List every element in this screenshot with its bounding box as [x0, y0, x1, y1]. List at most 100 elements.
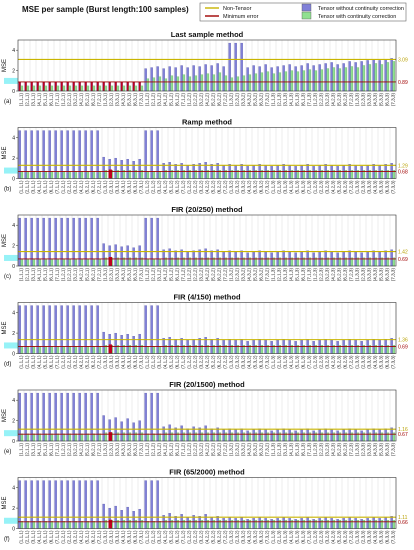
x-tick-label: (5,1,1) — [43, 355, 48, 369]
x-tick-label: (7,1,1) — [55, 93, 60, 107]
bar-without — [138, 420, 141, 442]
x-tick-label: (6,1,1) — [49, 268, 54, 282]
x-tick-label: (7,2,2) — [223, 93, 228, 107]
bar-with — [386, 62, 390, 92]
x-tick-label: (4,3,3) — [373, 355, 378, 369]
x-tick-label: (4,3,2) — [247, 355, 252, 369]
y-axis-label: MSE — [2, 409, 8, 422]
x-tick-label: (5,3,3) — [379, 268, 384, 282]
x-tick-label: (4,2,3) — [331, 268, 336, 282]
bar-with — [50, 258, 54, 267]
x-tick-label: (3,1,3) — [283, 180, 288, 194]
x-tick-label: (7,3,3) — [391, 180, 396, 194]
bar-without — [234, 42, 237, 92]
x-tick-label: (3,3,2) — [241, 268, 246, 282]
x-tick-label: (3,3,2) — [241, 93, 246, 107]
x-tick-label: (2,1,1) — [25, 355, 30, 369]
bar-without — [84, 81, 87, 92]
legend-label-0: Non-Tensor — [223, 6, 252, 12]
x-tick-label: (4,1,2) — [163, 180, 168, 194]
bar-without — [246, 341, 249, 354]
x-tick-label: (2,2,1) — [67, 443, 72, 457]
panel-label: (e) — [4, 449, 11, 455]
bar-without — [306, 428, 309, 442]
bar-without — [312, 65, 315, 92]
x-tick-label: (2,1,2) — [151, 355, 156, 369]
x-tick-label: (4,3,1) — [121, 355, 126, 369]
x-tick-label: (1,3,3) — [355, 530, 360, 544]
x-tick-label: (6,3,3) — [385, 93, 390, 107]
bar-without — [210, 250, 213, 267]
bar-with — [50, 171, 54, 179]
x-tick-label: (4,3,2) — [247, 180, 252, 194]
x-tick-label: (6,2,2) — [217, 530, 222, 544]
bar-with — [44, 521, 48, 529]
x-tick-label: (7,1,1) — [55, 268, 60, 282]
x-tick-label: (1,3,1) — [103, 530, 108, 544]
x-tick-label: (2,3,2) — [235, 443, 240, 457]
panel-(c): FIR (20/250) method 1.420.69 0 2 4 MSE (c) (1,1… — [2, 205, 408, 281]
x-tick-label: (3,3,3) — [367, 93, 372, 107]
bar-with — [134, 85, 138, 92]
bar-without — [114, 332, 117, 354]
bar-without — [234, 429, 237, 442]
x-tick-label: (4,1,3) — [289, 180, 294, 194]
x-tick-label: (1,3,2) — [229, 93, 234, 107]
bar-with — [80, 346, 84, 354]
bar-without — [102, 331, 105, 354]
bar-with — [380, 64, 384, 92]
x-tick-label: (3,2,3) — [325, 180, 330, 194]
x-tick-label: (5,1,2) — [169, 530, 174, 544]
x-tick-label: (3,1,3) — [283, 268, 288, 282]
bar-without — [114, 81, 117, 92]
bar-without — [294, 519, 297, 529]
x-tick-label: (6,1,2) — [175, 268, 180, 282]
bar-without — [282, 517, 285, 529]
bar-with — [152, 433, 156, 442]
bar-without — [294, 66, 297, 92]
x-tick-label: (4,3,2) — [247, 93, 252, 107]
bar-without — [42, 81, 45, 92]
bar-without — [270, 519, 273, 529]
bar-without — [96, 81, 99, 92]
x-tick-label: (4,2,1) — [79, 530, 84, 544]
x-tick-label: (4,3,3) — [373, 530, 378, 544]
bar-with — [62, 258, 66, 267]
bar-without — [156, 480, 159, 529]
bar-without — [126, 245, 129, 267]
x-tick-label: (7,2,3) — [349, 443, 354, 457]
bar-with — [38, 85, 42, 92]
bar-without — [18, 81, 21, 92]
bar-without — [90, 480, 93, 529]
panel-(a): Last sample method 3.09 0.89 0 2 4 MSE (a) (1,1,… — [2, 30, 408, 106]
panel-label: (f) — [4, 537, 10, 543]
bar-without — [72, 480, 75, 529]
x-tick-label: (7,3,1) — [139, 530, 144, 544]
x-tick-label: (7,2,1) — [97, 443, 102, 457]
bar-with — [20, 258, 24, 267]
bar-without — [360, 166, 363, 179]
bar-without — [282, 65, 285, 92]
x-tick-label: (2,1,3) — [277, 180, 282, 194]
bar-without — [114, 157, 117, 179]
x-tick-label: (2,2,3) — [319, 268, 324, 282]
x-tick-label: (3,2,3) — [325, 93, 330, 107]
bar-without — [168, 424, 171, 442]
minimum-marker-bar — [108, 432, 113, 441]
bar-without — [318, 429, 321, 442]
bar-with — [26, 521, 30, 529]
bar-with — [68, 171, 72, 179]
bar-with — [56, 171, 60, 179]
x-tick-label: (1,1,1) — [19, 355, 24, 369]
bar-with — [176, 76, 180, 92]
x-tick-label: (6,1,2) — [175, 530, 180, 544]
x-tick-label: (6,1,1) — [49, 355, 54, 369]
bar-with — [32, 433, 36, 442]
x-tick-label: (3,1,3) — [283, 355, 288, 369]
bar-without — [348, 250, 351, 267]
bar-with — [146, 258, 150, 267]
x-tick-label: (2,2,3) — [319, 443, 324, 457]
x-tick-label: (7,3,2) — [265, 93, 270, 107]
bar-with — [98, 258, 102, 267]
bar-without — [246, 166, 249, 179]
